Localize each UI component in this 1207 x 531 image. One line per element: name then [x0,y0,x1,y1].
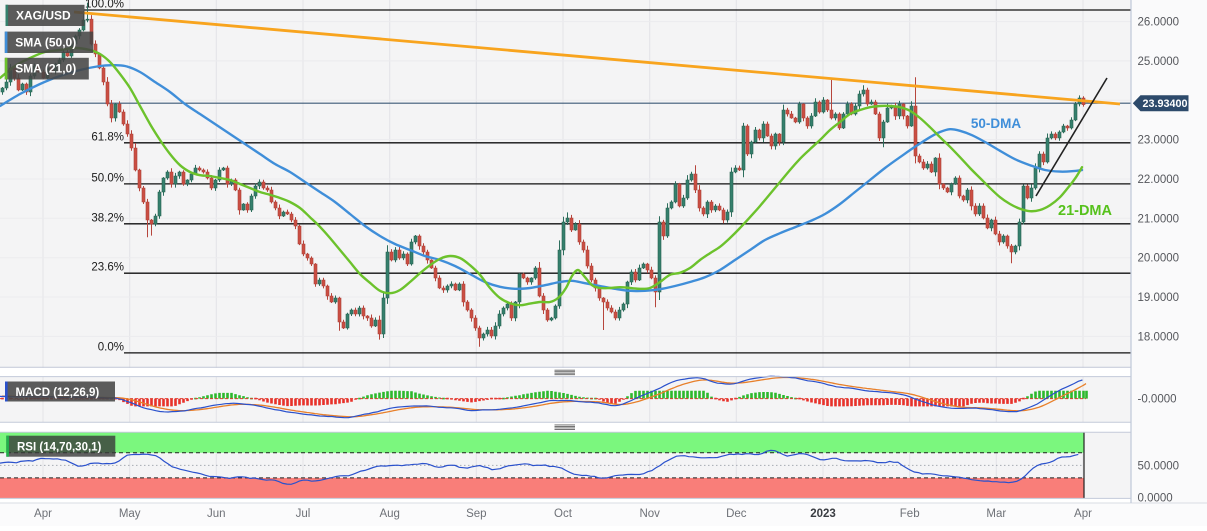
svg-text:Aug: Aug [379,508,399,520]
svg-text:Apr: Apr [34,508,52,520]
svg-text:Nov: Nov [639,508,660,520]
svg-text:25.0000: 25.0000 [1138,56,1180,68]
svg-text:Jul: Jul [296,508,311,520]
svg-text:23.93400: 23.93400 [1143,98,1188,110]
svg-text:Feb: Feb [900,508,920,520]
svg-text:SMA (50,0): SMA (50,0) [15,35,76,49]
svg-text:RSI (14,70,30,1): RSI (14,70,30,1) [17,442,102,454]
svg-text:0.0%: 0.0% [98,341,124,353]
svg-text:100.0%: 100.0% [85,0,124,11]
svg-text:Dec: Dec [726,508,747,520]
svg-text:0.0000: 0.0000 [1138,492,1173,504]
svg-text:23.6%: 23.6% [91,262,124,274]
svg-text:2023: 2023 [810,508,836,520]
svg-text:21.0000: 21.0000 [1138,213,1180,225]
svg-text:26.0000: 26.0000 [1138,17,1180,29]
svg-text:23.0000: 23.0000 [1138,135,1180,147]
svg-text:19.0000: 19.0000 [1138,292,1180,304]
svg-text:MACD (12,26,9): MACD (12,26,9) [16,387,100,399]
svg-text:38.2%: 38.2% [91,212,124,224]
svg-text:XAG/USD: XAG/USD [16,8,71,22]
svg-text:20.0000: 20.0000 [1138,253,1180,265]
svg-text:SMA (21,0): SMA (21,0) [15,62,76,76]
svg-text:50.0000: 50.0000 [1138,460,1180,472]
svg-text:50-DMA: 50-DMA [971,116,1022,131]
svg-text:22.0000: 22.0000 [1138,174,1180,186]
svg-text:Apr: Apr [1074,508,1092,520]
svg-text:61.8%: 61.8% [91,131,124,143]
svg-text:Oct: Oct [554,508,573,520]
svg-text:May: May [119,508,141,520]
svg-text:18.0000: 18.0000 [1138,331,1180,343]
svg-text:21-DMA: 21-DMA [1058,203,1113,219]
svg-text:Sep: Sep [466,508,486,520]
svg-text:-0.0000: -0.0000 [1138,394,1177,406]
svg-text:Mar: Mar [986,508,1006,520]
svg-text:Jun: Jun [207,508,226,520]
svg-text:50.0%: 50.0% [91,172,124,184]
